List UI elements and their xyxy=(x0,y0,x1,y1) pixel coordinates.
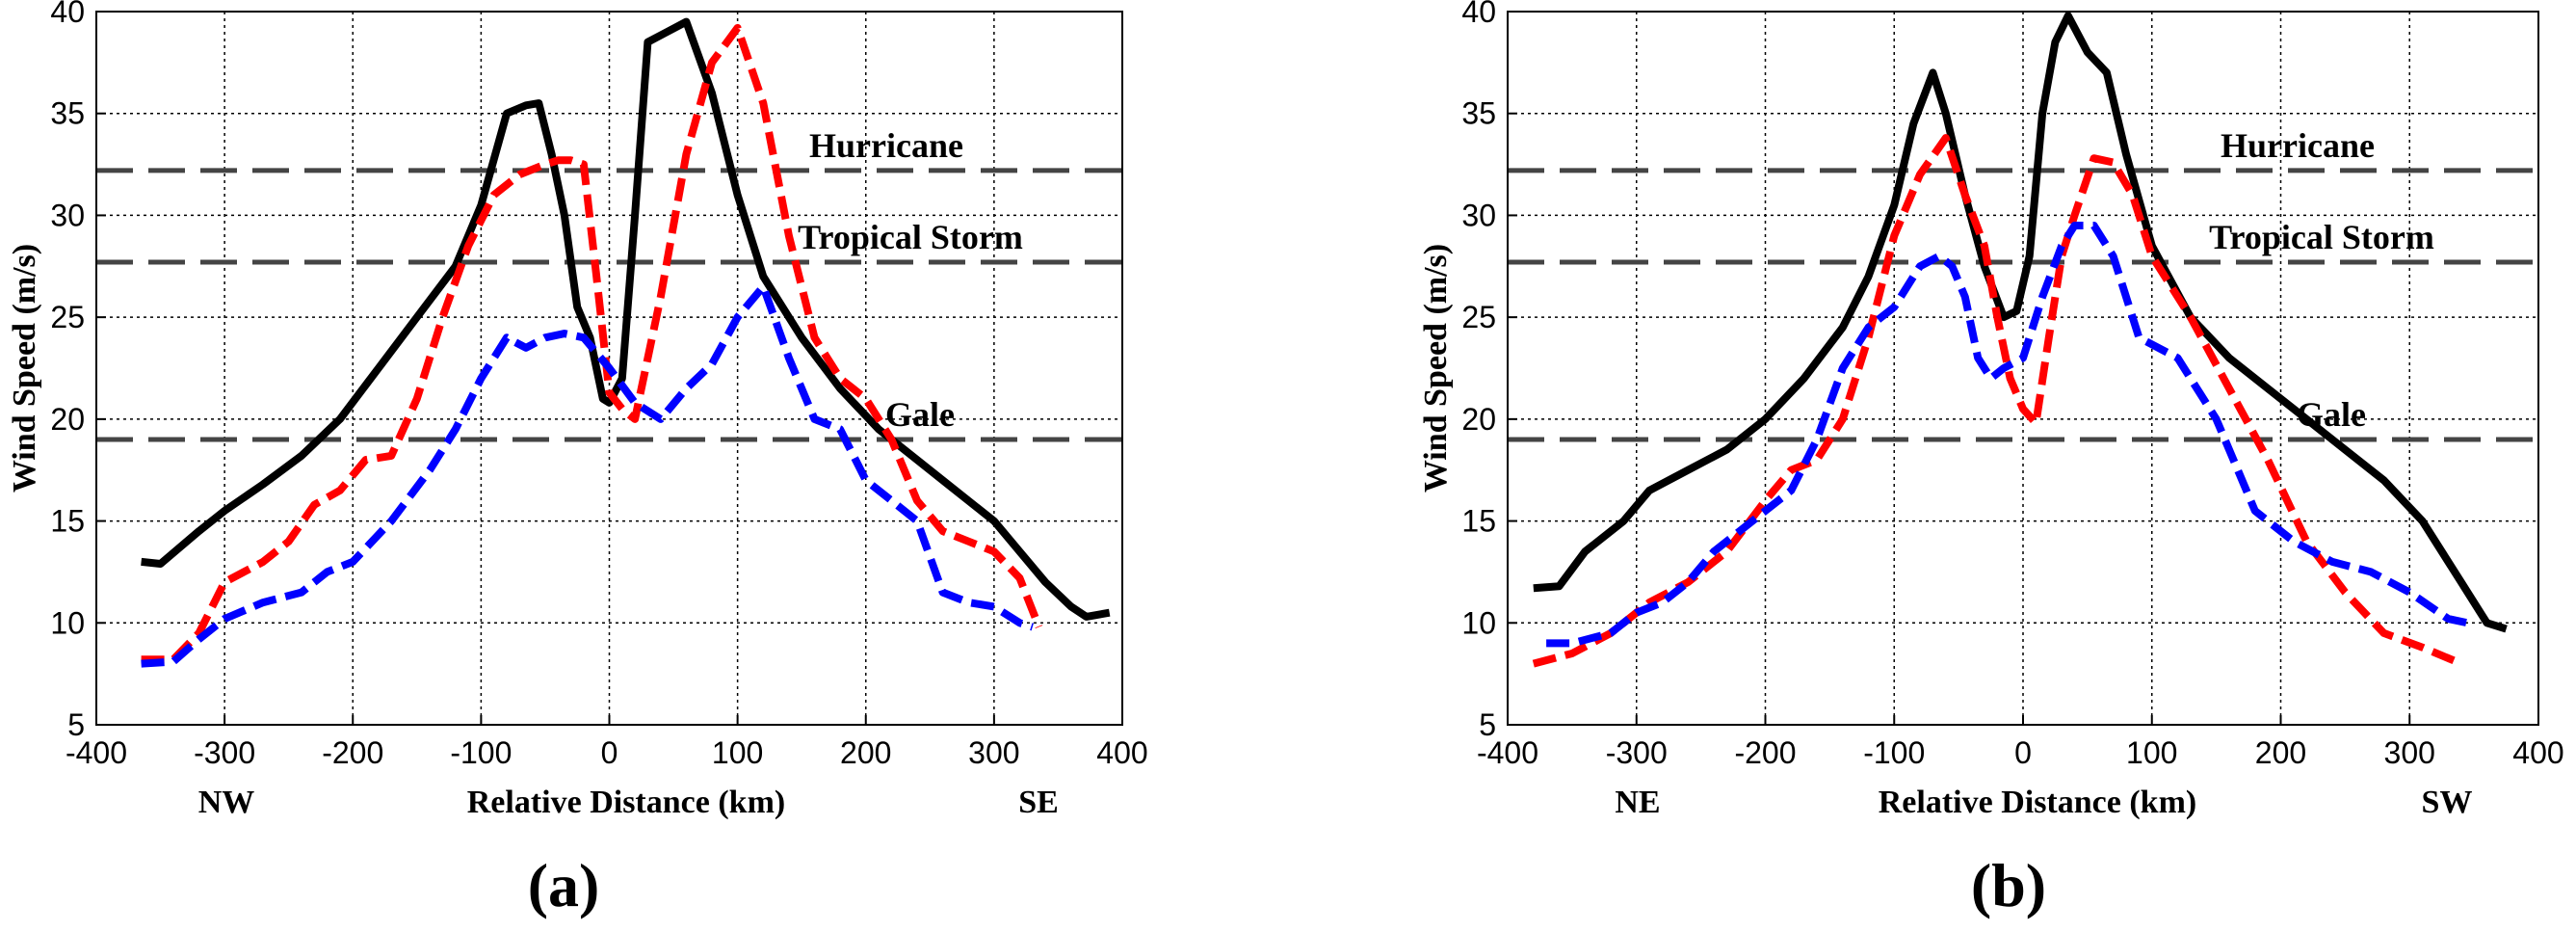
reference-label: Tropical Storm xyxy=(2209,218,2434,256)
y-tick-label: 5 xyxy=(67,707,85,742)
direction-right-label: SE xyxy=(1018,785,1059,820)
series-blue-line xyxy=(141,282,1035,668)
y-tick-label: 20 xyxy=(50,402,85,437)
plot-frame-b xyxy=(1507,11,2539,726)
y-tick-label: 35 xyxy=(1461,96,1496,131)
y-tick-label: 30 xyxy=(50,198,85,232)
direction-right-label: SW xyxy=(2422,785,2473,820)
grid-b xyxy=(1508,12,2538,725)
panel-letter-a: a xyxy=(548,851,579,919)
x-tick-label: 400 xyxy=(2512,735,2563,770)
panel-label-b: (b) xyxy=(1971,851,2046,919)
y-axis-title: Wind Speed (m/s) xyxy=(7,244,42,493)
x-tick-label: 200 xyxy=(840,735,891,770)
x-tick-label: 0 xyxy=(601,735,618,770)
y-tick-label: 20 xyxy=(1461,402,1496,437)
y-tick-label: 25 xyxy=(50,300,85,334)
series-black-line xyxy=(1533,12,2508,633)
reference-label: Hurricane xyxy=(809,126,963,165)
series-a xyxy=(141,17,1111,668)
x-tick-label: -300 xyxy=(1606,735,1668,770)
x-tick-label: 300 xyxy=(968,735,1019,770)
x-tick-label: -400 xyxy=(1477,735,1538,770)
x-tick-label: -200 xyxy=(322,735,383,770)
y-tick-label: 5 xyxy=(1479,707,1496,742)
x-tick-label: 0 xyxy=(2014,735,2032,770)
y-tick-label: 15 xyxy=(50,504,85,539)
series-b xyxy=(1532,12,2508,668)
x-tick-label: 400 xyxy=(1096,735,1147,770)
reference-label: Tropical Storm xyxy=(798,218,1023,256)
reference-labels-a: Hurricane Tropical Storm Gale xyxy=(798,126,1023,434)
x-tick-label: 200 xyxy=(2255,735,2306,770)
y-axis-title: Wind Speed (m/s) xyxy=(1418,244,1454,493)
ticks-b: -400 -300 -200 -100 0 100 200 300 400 5 10 15 20 25 30… xyxy=(1461,0,2563,770)
series-blue-line xyxy=(1546,222,2469,648)
x-tick-label: -100 xyxy=(1863,735,1925,770)
x-axis-title: Relative Distance (km) xyxy=(467,785,785,820)
ticks-a: -400 -300 -200 -100 0 100 200 300 400 5 10 15 20 25 30… xyxy=(50,0,1147,770)
direction-left-label: NE xyxy=(1615,785,1660,820)
x-tick-label: -200 xyxy=(1734,735,1796,770)
x-tick-label: 300 xyxy=(2384,735,2435,770)
reference-label: Gale xyxy=(2297,395,2366,434)
reference-lines-a xyxy=(96,168,1122,442)
y-tick-label: 10 xyxy=(50,605,85,640)
y-tick-label: 30 xyxy=(1461,198,1496,232)
x-tick-label: 100 xyxy=(712,735,763,770)
panel-label-a: (a) xyxy=(528,851,600,919)
panel-b: -400 -300 -200 -100 0 100 200 300 400 5 10 15 20 25 30… xyxy=(1418,0,2564,919)
panel-letter-b: b xyxy=(1991,851,2026,919)
reference-label: Gale xyxy=(885,395,955,434)
x-tick-label: 100 xyxy=(2126,735,2177,770)
y-tick-label: 35 xyxy=(50,96,85,131)
reference-label: Hurricane xyxy=(2221,126,2375,165)
x-axis-title: Relative Distance (km) xyxy=(1879,785,2196,820)
reference-labels-b: Hurricane Tropical Storm Gale xyxy=(2209,126,2434,434)
panel-a: -400 -300 -200 -100 0 100 200 300 400 5 10 15 20 25 30… xyxy=(7,0,1148,919)
y-tick-label: 25 xyxy=(1461,300,1496,334)
y-tick-label: 40 xyxy=(50,0,85,29)
y-tick-label: 40 xyxy=(1461,0,1496,29)
y-tick-label: 15 xyxy=(1461,504,1496,539)
reference-lines-b xyxy=(1508,168,2538,442)
direction-left-label: NW xyxy=(198,785,255,820)
x-tick-label: -100 xyxy=(450,735,512,770)
x-tick-label: -400 xyxy=(66,735,127,770)
series-red-line xyxy=(141,23,1043,664)
y-tick-label: 10 xyxy=(1461,605,1496,640)
x-tick-label: -300 xyxy=(194,735,255,770)
series-black-line xyxy=(141,17,1111,621)
